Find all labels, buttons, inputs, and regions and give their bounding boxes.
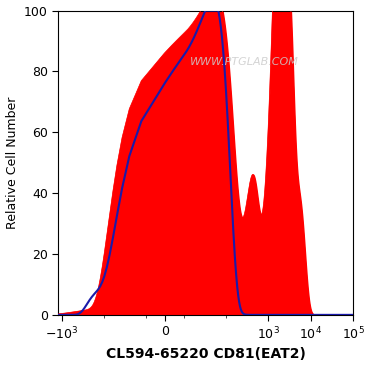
X-axis label: CL594-65220 CD81(EAT2): CL594-65220 CD81(EAT2) xyxy=(106,348,306,361)
Text: WWW.PTGLAB.COM: WWW.PTGLAB.COM xyxy=(189,57,299,67)
Y-axis label: Relative Cell Number: Relative Cell Number xyxy=(6,97,18,229)
